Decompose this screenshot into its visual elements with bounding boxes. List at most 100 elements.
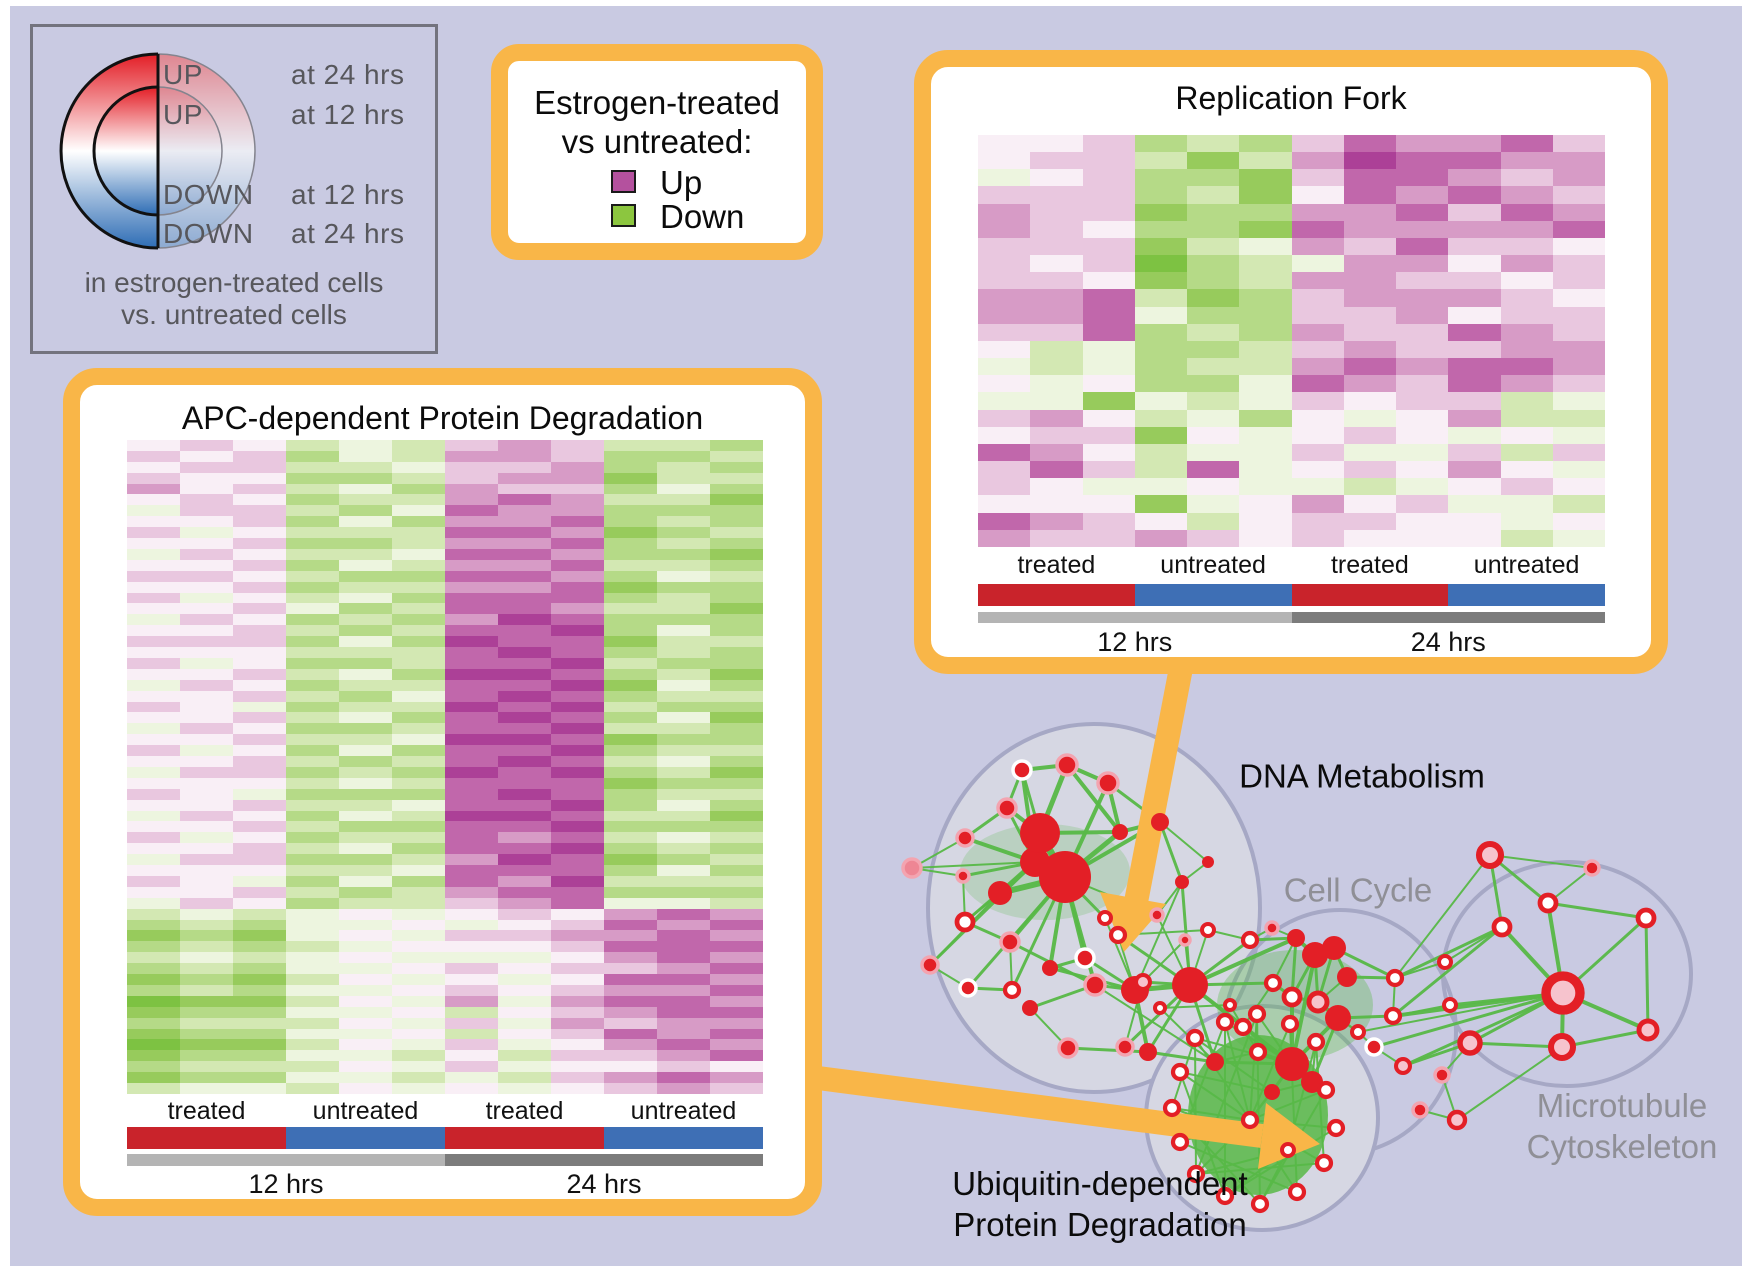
heatmap-cell	[710, 1017, 763, 1029]
heatmap-cell	[180, 1050, 233, 1062]
heatmap-cell	[1396, 340, 1449, 359]
heatmap-cell	[180, 559, 233, 571]
heatmap-cell	[657, 625, 710, 637]
heatmap-cell	[1187, 478, 1240, 496]
heatmap-cell	[1500, 289, 1553, 307]
heatmap-cell	[710, 952, 763, 964]
heatmap-cell	[445, 657, 498, 669]
heatmap-cell	[551, 810, 604, 822]
heatmap-cell	[180, 766, 233, 778]
heatmap-cell	[1396, 135, 1449, 153]
heatmap-cell	[286, 450, 339, 462]
heatmap-cell	[233, 483, 286, 495]
heatmap-cell	[498, 1061, 551, 1073]
heatmap-cell	[710, 843, 763, 855]
heatmap-cell	[710, 984, 763, 996]
apc-treated-12-label: treated	[167, 1097, 246, 1125]
heatmap-cell	[1448, 478, 1501, 496]
heatmap-cell	[1396, 512, 1449, 530]
heatmap-cell	[604, 1050, 657, 1062]
heatmap-cell	[1291, 529, 1344, 547]
heatmap-cell	[286, 897, 339, 909]
heatmap-cell	[392, 897, 445, 909]
apc-treated-24-bar	[445, 1127, 604, 1149]
heatmap-cell	[445, 897, 498, 909]
heatmap-cell	[1552, 272, 1605, 290]
heatmap-cell	[551, 723, 604, 735]
heatmap-cell	[392, 777, 445, 789]
heatmap-cell	[180, 1039, 233, 1051]
heatmap-cell	[498, 1017, 551, 1029]
heatmap-cell	[1239, 306, 1292, 324]
heatmap-cell	[1187, 426, 1240, 444]
heatmap-cell	[1187, 495, 1240, 513]
heatmap-cell	[127, 974, 180, 985]
heatmap-cell	[1187, 203, 1240, 221]
heatmap-cell	[392, 875, 445, 887]
heatmap-cell	[551, 995, 604, 1007]
heatmap-cell	[1134, 426, 1187, 444]
heatmap-cell	[657, 636, 710, 648]
heatmap-cell	[233, 766, 286, 778]
heatmap-cell	[604, 647, 657, 658]
heatmap-cell	[551, 952, 604, 964]
heatmap-cell	[339, 461, 392, 473]
heatmap-cell	[498, 865, 551, 876]
heatmap-cell	[1187, 461, 1240, 479]
heatmap-cell	[551, 668, 604, 680]
heatmap-cell	[604, 777, 657, 789]
heatmap-cell	[1239, 152, 1292, 170]
heatmap-cell	[1030, 306, 1083, 324]
heatmap-cell	[445, 461, 498, 473]
heatmap-cell	[710, 723, 763, 735]
heatmap-cell	[1134, 323, 1187, 341]
heatmap-cell	[180, 581, 233, 593]
heatmap-cell	[339, 472, 392, 484]
heatmap-cell	[1500, 358, 1553, 376]
heatmap-cell	[657, 450, 710, 462]
heatmap-cell	[551, 886, 604, 898]
heatmap-cell	[392, 952, 445, 964]
heatmap-cell	[1343, 426, 1396, 444]
heatmap-cell	[339, 995, 392, 1007]
heatmap-cell	[1448, 203, 1501, 221]
heatmap-cell	[498, 712, 551, 724]
heatmap-cell	[551, 919, 604, 931]
heatmap-cell	[339, 712, 392, 724]
heatmap-cell	[392, 908, 445, 920]
heatmap-cell	[710, 679, 763, 691]
heatmap-cell	[498, 745, 551, 757]
heatmap-cell	[1500, 529, 1553, 547]
heatmap-cell	[1134, 237, 1187, 256]
heatmap-cell	[551, 603, 604, 615]
heatmap-cell	[498, 1050, 551, 1062]
heatmap-cell	[604, 1061, 657, 1073]
heatmap-cell	[710, 570, 763, 582]
heatmap-cell	[1448, 409, 1501, 427]
heatmap-cell	[1082, 152, 1135, 170]
heatmap-cell	[339, 777, 392, 789]
heatmap-cell	[180, 919, 233, 931]
heatmap-cell	[604, 472, 657, 484]
heatmap-cell	[127, 592, 180, 604]
heatmap-cell	[1343, 289, 1396, 307]
heatmap-cell	[127, 440, 180, 451]
heatmap-cell	[127, 1028, 180, 1040]
heatmap-cell	[392, 690, 445, 702]
heatmap-cell	[339, 930, 392, 942]
heatmap-cell	[233, 908, 286, 920]
heatmap-cell	[498, 875, 551, 887]
heatmap-cell	[978, 529, 1031, 547]
heatmap-cell	[498, 527, 551, 539]
heatmap-cell	[127, 723, 180, 735]
heatmap-cell	[392, 559, 445, 571]
heatmap-cell	[286, 527, 339, 539]
heatmap-cell	[339, 908, 392, 920]
heatmap-cell	[233, 1017, 286, 1029]
heatmap-cell	[498, 494, 551, 506]
heatmap-cell	[1134, 495, 1187, 513]
legend-caption-line1: in estrogen-treated cells	[84, 267, 384, 298]
heatmap-cell	[180, 777, 233, 789]
heatmap-cell	[445, 505, 498, 517]
heatmap-cell	[604, 668, 657, 680]
